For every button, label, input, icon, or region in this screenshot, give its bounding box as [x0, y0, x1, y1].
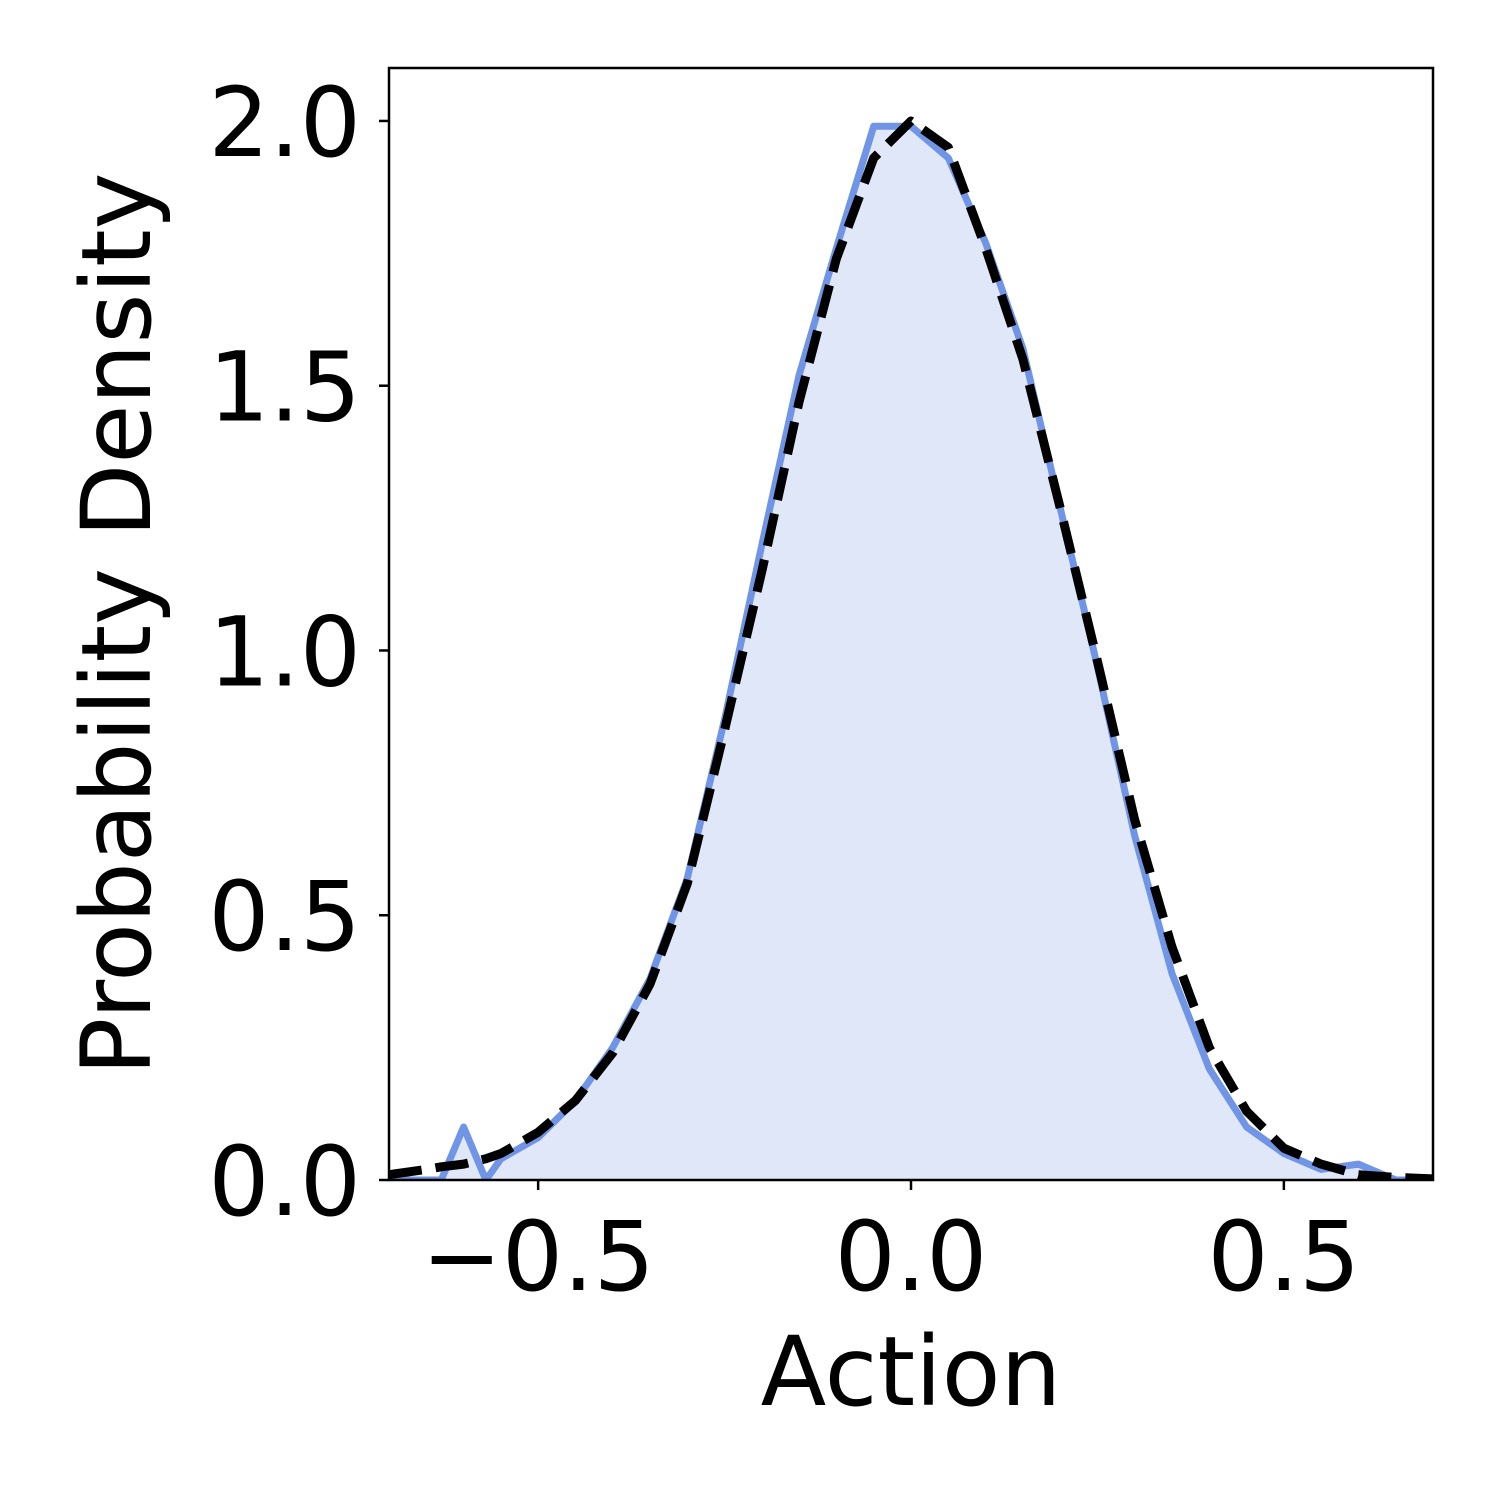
fit-curve — [389, 116, 1433, 1180]
y-axis-label: Probability Density — [61, 173, 173, 1076]
density-area — [389, 126, 1433, 1180]
x-tick-label: 0.5 — [1208, 1201, 1361, 1313]
y-tick-label: 0.0 — [208, 1126, 361, 1238]
y-tick-label: 2.0 — [208, 67, 361, 179]
y-tick-label: 1.5 — [208, 332, 361, 444]
y-tick-label: 0.5 — [208, 861, 361, 973]
density-line — [389, 122, 1433, 1180]
x-tick-label: 0.0 — [835, 1201, 988, 1313]
x-axis-label: Action — [761, 1316, 1062, 1428]
y-tick-label: 1.0 — [208, 596, 361, 708]
x-tick-label: −0.5 — [422, 1201, 655, 1313]
